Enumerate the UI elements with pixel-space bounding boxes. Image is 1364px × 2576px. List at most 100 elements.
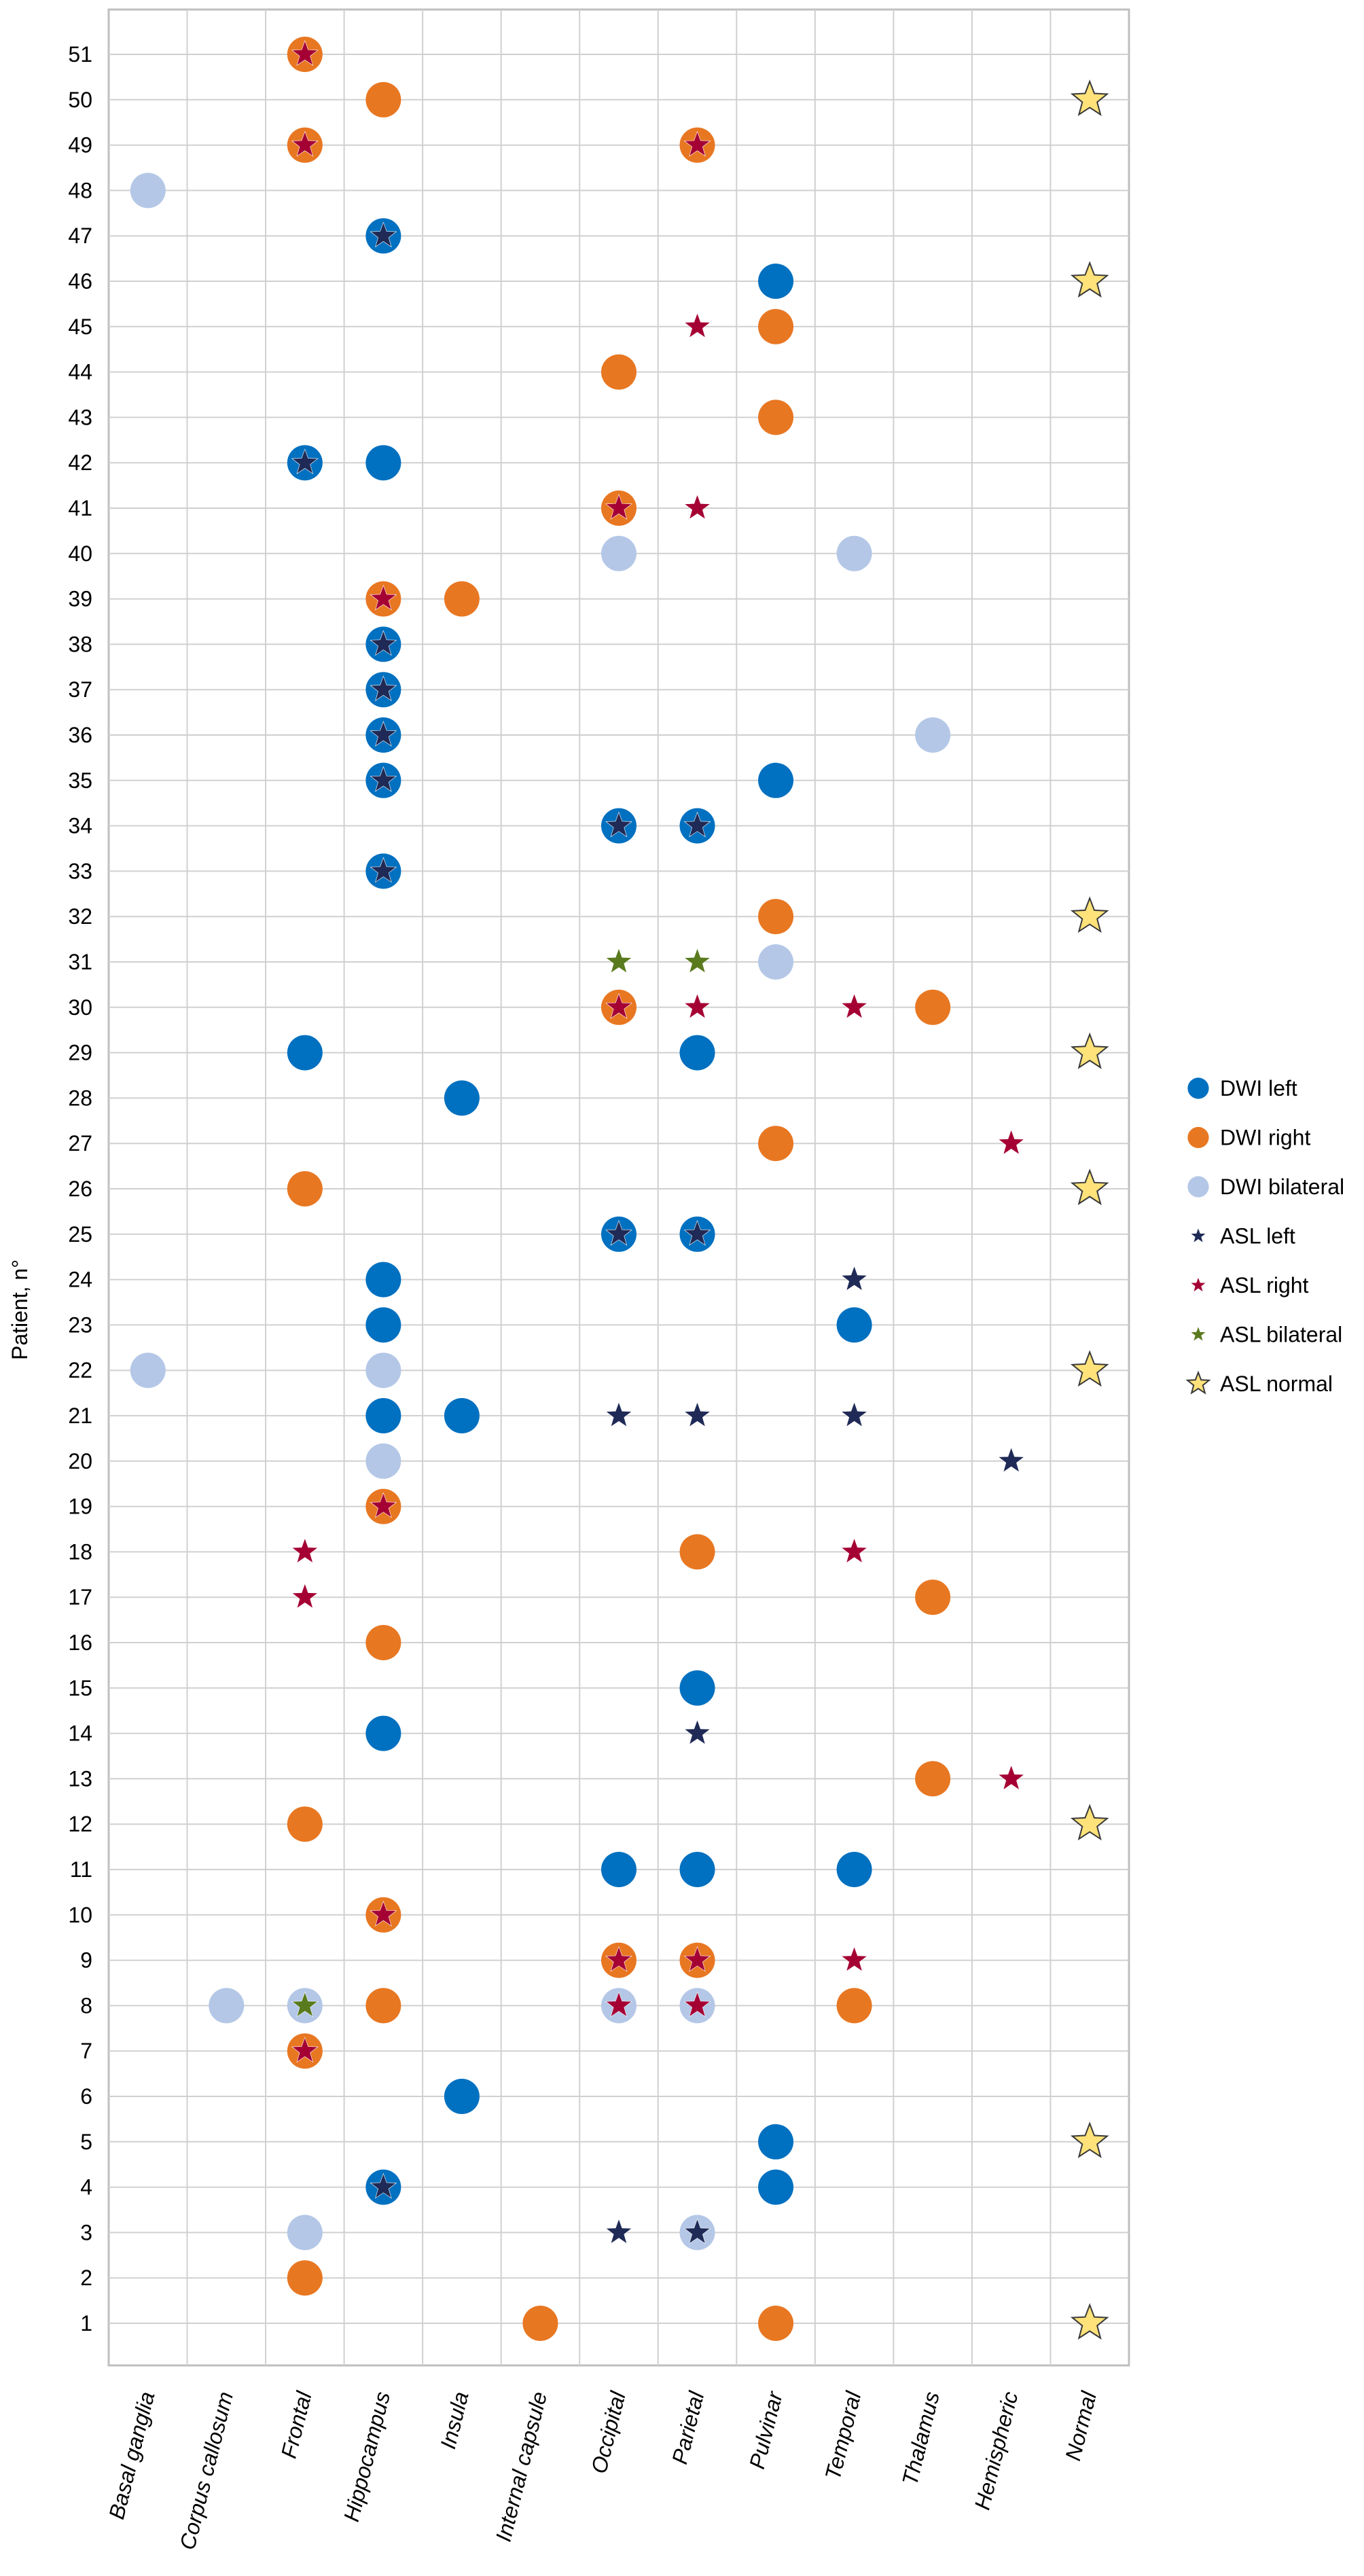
legend-item-asl-normal: ASL normal xyxy=(1185,1370,1333,1396)
point-dwi-bilateral-temporal-40 xyxy=(836,535,872,571)
point-dwi-bilateral-hippocampus-20 xyxy=(365,1443,401,1479)
point-asl-left-hippocampus-37 xyxy=(370,675,397,702)
point-dwi-left-hippocampus-24 xyxy=(365,1262,401,1298)
y-tick-label: 25 xyxy=(68,1222,92,1247)
y-tick-label: 39 xyxy=(68,587,92,611)
legend-item-dwi-right: DWI right xyxy=(1187,1126,1310,1150)
legend-item-asl-bilateral: ASL bilateral xyxy=(1189,1323,1342,1347)
point-asl-right-frontal-7 xyxy=(291,2037,319,2063)
point-dwi-left-parietal-15 xyxy=(679,1670,715,1706)
point-asl-normal-normal-29 xyxy=(1070,1032,1109,1069)
y-tick-label: 48 xyxy=(68,178,92,202)
point-asl-normal-normal-32 xyxy=(1070,896,1109,933)
y-tick-label: 27 xyxy=(68,1131,92,1156)
point-dwi-bilateral-corpus-callosum-8 xyxy=(209,1988,245,2024)
point-asl-left-hippocampus-33 xyxy=(370,857,397,883)
grid xyxy=(107,8,1130,2367)
y-tick-label: 51 xyxy=(68,42,92,67)
y-tick-label: 29 xyxy=(68,1041,92,1065)
legend: DWI left DWI right DWI bilateral ASL left AS… xyxy=(1185,1076,1344,1396)
point-asl-right-occipital-41 xyxy=(605,494,632,520)
point-asl-right-hippocampus-10 xyxy=(370,1900,397,1927)
y-tick-label: 10 xyxy=(68,1903,92,1927)
y-tick-label: 34 xyxy=(68,814,92,838)
y-tick-label: 50 xyxy=(68,88,92,112)
y-tick-label: 43 xyxy=(68,405,92,429)
legend-item-dwi-left: DWI left xyxy=(1187,1076,1297,1101)
y-axis-title: Patient, n° xyxy=(7,1259,32,1360)
y-tick-labels: 1234567891011121314151617181920212223242… xyxy=(68,42,92,2336)
point-dwi-right-thalamus-30 xyxy=(915,989,951,1025)
point-dwi-right-insula-39 xyxy=(444,581,480,617)
y-tick-label: 30 xyxy=(68,995,92,1020)
legend-swatch-asl-left xyxy=(1189,1227,1207,1243)
y-tick-label: 9 xyxy=(80,1948,92,1973)
legend-swatch-dwi-bilateral xyxy=(1187,1176,1209,1198)
point-asl-left-hippocampus-47 xyxy=(370,221,397,248)
legend-label-asl-bilateral: ASL bilateral xyxy=(1220,1323,1342,1347)
point-asl-right-frontal-18 xyxy=(291,1537,319,1564)
y-tick-label: 24 xyxy=(68,1268,92,1292)
y-tick-label: 35 xyxy=(68,768,92,793)
point-dwi-left-hippocampus-21 xyxy=(365,1398,401,1433)
point-asl-right-frontal-51 xyxy=(291,40,319,66)
point-asl-right-temporal-9 xyxy=(840,1946,868,1972)
legend-swatch-asl-bilateral xyxy=(1189,1325,1207,1342)
point-dwi-right-internal-capsule-1 xyxy=(522,2306,558,2341)
point-asl-bilateral-occipital-31 xyxy=(605,948,632,973)
point-dwi-left-occipital-11 xyxy=(601,1852,636,1887)
point-asl-right-frontal-49 xyxy=(291,130,319,157)
data-marks xyxy=(130,37,1109,2341)
point-asl-right-hemispheric-13 xyxy=(997,1764,1025,1791)
y-tick-label: 40 xyxy=(68,541,92,566)
y-tick-label: 11 xyxy=(70,1857,92,1882)
point-asl-right-hippocampus-39 xyxy=(370,584,397,611)
y-tick-label: 38 xyxy=(68,632,92,656)
y-tick-label: 26 xyxy=(68,1177,92,1201)
point-asl-normal-normal-46 xyxy=(1070,261,1109,298)
point-dwi-right-frontal-12 xyxy=(287,1806,323,1842)
point-asl-left-hippocampus-38 xyxy=(370,630,397,656)
point-asl-left-occipital-34 xyxy=(605,811,632,838)
point-asl-bilateral-frontal-8 xyxy=(291,1991,319,2018)
point-dwi-bilateral-pulvinar-31 xyxy=(758,944,794,980)
point-dwi-left-hippocampus-42 xyxy=(365,445,401,481)
y-tick-label: 4 xyxy=(80,2175,92,2200)
y-tick-label: 49 xyxy=(68,133,92,158)
y-tick-label: 15 xyxy=(68,1676,92,1700)
point-dwi-right-temporal-8 xyxy=(836,1988,872,2024)
y-tick-label: 44 xyxy=(68,360,92,384)
y-tick-label: 13 xyxy=(68,1766,92,1791)
y-tick-label: 16 xyxy=(68,1630,92,1655)
point-asl-left-occipital-25 xyxy=(605,1219,632,1246)
point-dwi-right-frontal-2 xyxy=(287,2260,323,2296)
point-dwi-right-pulvinar-43 xyxy=(758,399,794,435)
point-dwi-right-thalamus-13 xyxy=(915,1761,951,1797)
y-tick-label: 28 xyxy=(68,1086,92,1110)
point-dwi-left-pulvinar-4 xyxy=(758,2169,794,2205)
point-asl-right-temporal-18 xyxy=(840,1537,868,1564)
y-tick-label: 2 xyxy=(80,2266,92,2290)
y-tick-label: 41 xyxy=(68,496,92,520)
point-dwi-left-pulvinar-35 xyxy=(758,762,794,798)
y-tick-label: 3 xyxy=(80,2220,92,2244)
point-dwi-left-temporal-11 xyxy=(836,1852,872,1887)
y-tick-label: 20 xyxy=(68,1449,92,1473)
point-asl-normal-normal-26 xyxy=(1070,1168,1109,1206)
legend-label-dwi-left: DWI left xyxy=(1220,1076,1297,1101)
point-dwi-left-frontal-29 xyxy=(287,1035,323,1071)
point-asl-right-frontal-17 xyxy=(291,1583,319,1609)
y-tick-label: 31 xyxy=(68,950,92,974)
point-asl-left-occipital-3 xyxy=(605,2218,632,2244)
point-dwi-right-occipital-44 xyxy=(601,354,636,390)
point-dwi-right-frontal-26 xyxy=(287,1171,323,1206)
legend-swatch-asl-normal xyxy=(1185,1370,1211,1395)
point-asl-left-frontal-42 xyxy=(291,448,319,475)
point-asl-left-parietal-3 xyxy=(683,2218,711,2244)
y-tick-label: 47 xyxy=(68,223,92,248)
point-asl-right-hemispheric-27 xyxy=(997,1129,1025,1156)
point-asl-left-occipital-21 xyxy=(605,1401,632,1427)
point-asl-bilateral-parietal-31 xyxy=(683,948,711,973)
point-dwi-right-hippocampus-16 xyxy=(365,1625,401,1660)
